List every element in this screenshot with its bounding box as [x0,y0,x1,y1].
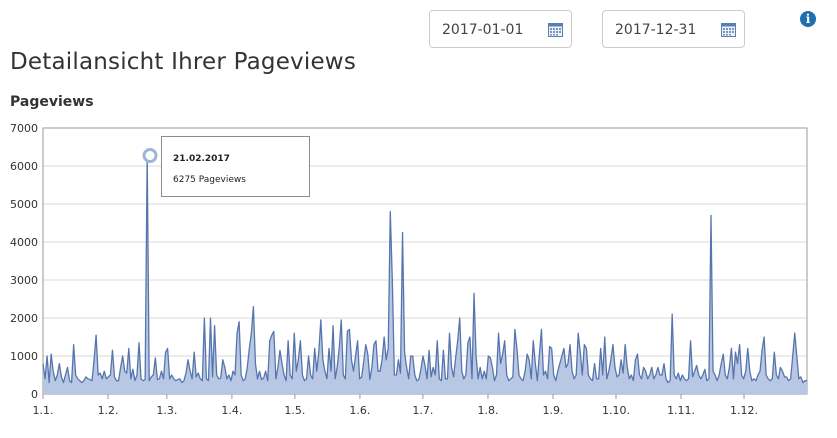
x-tick-label: 1.4. [221,404,242,417]
tooltip-value: 6275 Pageviews [173,175,246,185]
calendar-icon[interactable] [548,23,563,37]
x-tick-label: 1.8. [477,404,498,417]
x-tick-label: 1.7. [412,404,433,417]
start-date-input[interactable]: 2017-01-01 [429,10,572,48]
x-tick-label: 1.9. [543,404,564,417]
end-date-input[interactable]: 2017-12-31 [602,10,745,48]
series-line [42,154,807,384]
calendar-icon[interactable] [721,23,736,37]
x-tick-label: 1.12. [730,404,758,417]
end-date-value: 2017-12-31 [615,22,697,38]
plot-border [42,127,808,395]
y-tick-label: 3000 [10,274,38,287]
page-title: Detailansicht Ihrer Pageviews [10,49,357,76]
y-tick-label: 1000 [10,350,38,363]
x-tick-label: 1.1. [33,404,54,417]
x-tick-label: 1.11. [667,404,695,417]
series-area [43,155,807,394]
x-tick-label: 1.6. [349,404,370,417]
x-tick-label: 1.2. [98,404,119,417]
x-tick-label: 1.10. [602,404,630,417]
x-tick-label: 1.3. [156,404,177,417]
y-tick-label: 4000 [10,236,38,249]
chart-title: Pageviews [10,94,94,110]
chart-tooltip: 21.02.2017 6275 Pageviews [161,136,310,197]
tooltip-date: 21.02.2017 [173,154,230,164]
y-tick-label: 2000 [10,312,38,325]
start-date-value: 2017-01-01 [442,22,524,38]
y-tick-label: 5000 [10,198,38,211]
highlight-marker [142,148,158,164]
info-icon[interactable]: i [800,11,816,27]
y-tick-label: 0 [31,388,38,401]
y-tick-label: 7000 [10,122,38,135]
x-tick-label: 1.5. [284,404,305,417]
y-tick-label: 6000 [10,160,38,173]
